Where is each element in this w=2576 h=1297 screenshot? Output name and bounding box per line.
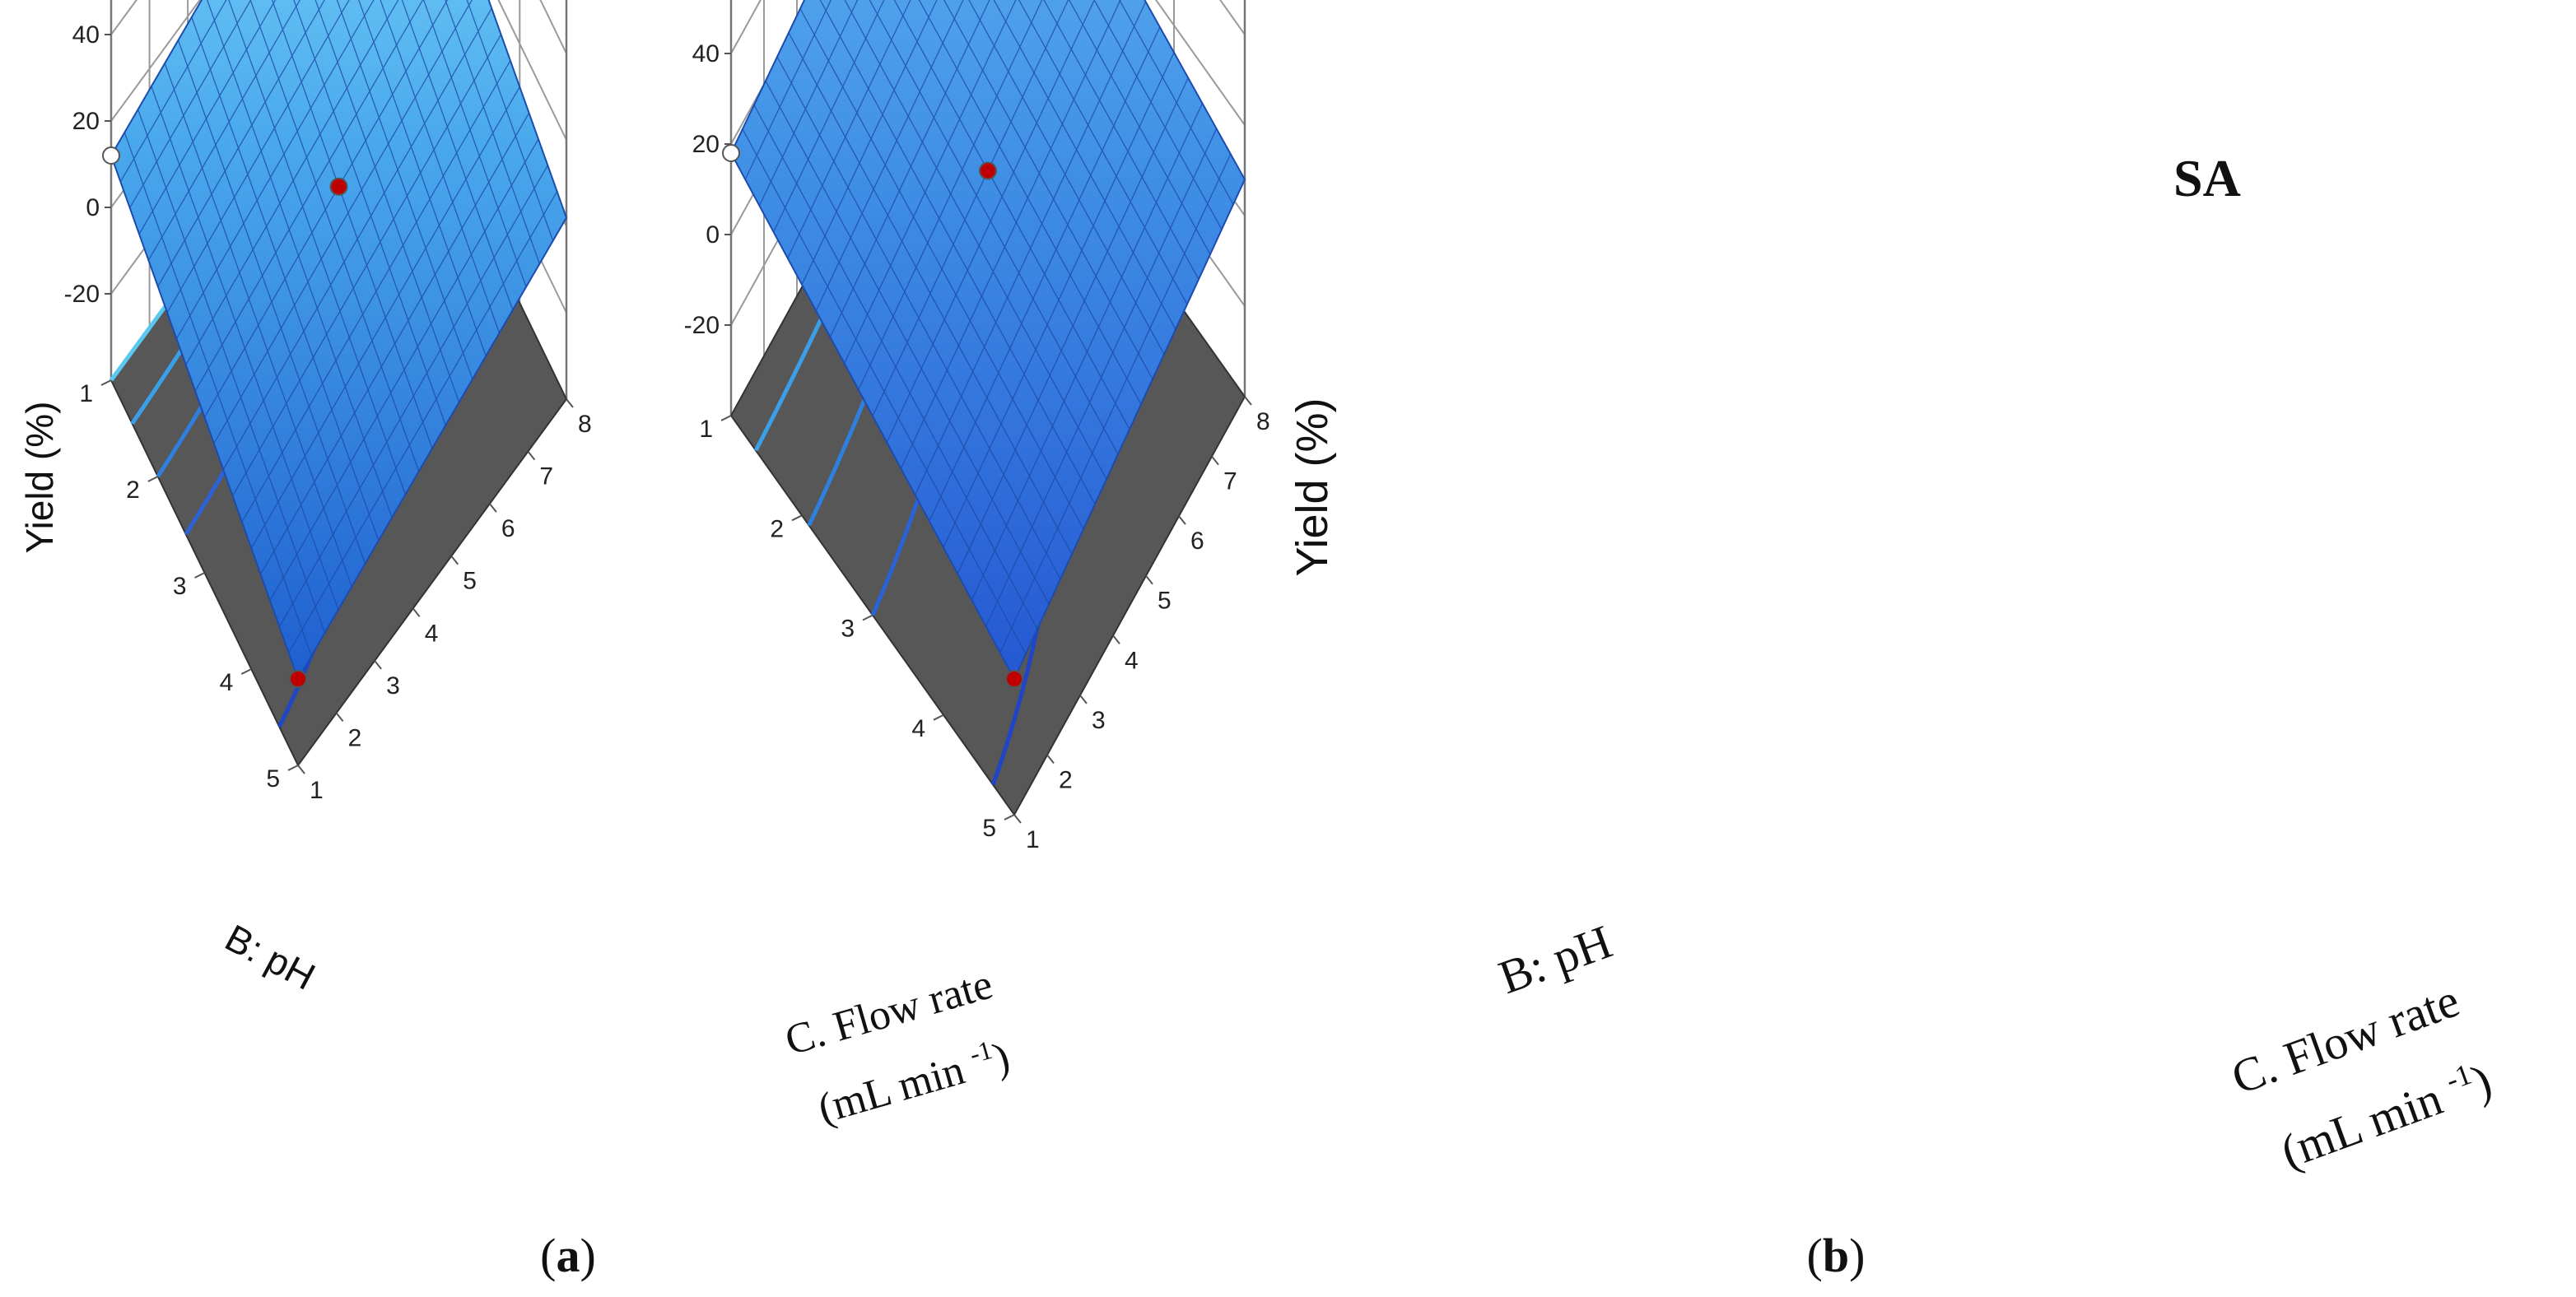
panel-a-surface: [109, 0, 568, 681]
panel-b-ticks: -200204060801001201234512345678: [684, 40, 1270, 853]
panel-b-surface: [729, 0, 1246, 681]
panel-a-z-tick: -20: [64, 281, 100, 308]
panel-a-flow-tick: 2: [348, 724, 362, 751]
panel-a-xlabel: B: pH: [218, 916, 322, 998]
panel-a-ph-tick: 4: [220, 669, 234, 696]
panel-b-flow-tick-mark: [1145, 575, 1153, 585]
panel-b-flow-tick: 7: [1223, 468, 1237, 495]
panel-a-design-point: [102, 146, 120, 165]
panel-b-flow-tick: 4: [1125, 647, 1139, 674]
panel-a-z-tick: 20: [72, 108, 100, 135]
panel-a-ph-tick: 1: [79, 380, 93, 407]
panel-b-design-point: [722, 144, 740, 162]
panel-b-flow-tick-mark: [1244, 396, 1252, 406]
panel-a-flow-tick: 4: [425, 620, 439, 647]
panel-b-ph-tick: 1: [699, 416, 713, 443]
panel-b-ph-tick-mark: [791, 514, 803, 522]
panel-a-flow-tick-mark: [297, 765, 305, 774]
panel-a-points: [102, 146, 348, 688]
panel-b-title: SA: [2173, 149, 2241, 207]
panel-a-flow-tick-mark: [374, 660, 382, 670]
panel-a-flow-tick: 7: [539, 463, 553, 490]
panel-a-flow-tick: 3: [386, 672, 400, 700]
panel-a-surface-mesh: [110, 0, 567, 680]
panel-a-flow-tick-mark: [412, 607, 421, 617]
panel-a-design-point: [329, 177, 348, 196]
panel-a-flow-tick-mark: [527, 450, 536, 461]
panel-a-flow-tick-mark: [335, 712, 344, 723]
panel-a-flow-tick: 5: [463, 568, 477, 595]
panel-b-flow-tick-mark: [1178, 515, 1186, 525]
panel-a-caption: (a): [540, 1229, 596, 1282]
panel-b-ph-tick: 5: [982, 815, 996, 842]
panel-a-flow-tick-mark: [489, 503, 497, 513]
panel-b-z-tick: 40: [692, 40, 720, 67]
panel-b-z-tick: 0: [706, 221, 720, 249]
panel-b-zlabel: Yield (%): [1288, 397, 1337, 576]
panel-b-flow-tick: 6: [1190, 528, 1204, 555]
panel-a-ph-tick-mark: [287, 765, 299, 771]
panel-b-flow-tick-mark: [1046, 754, 1055, 765]
panel-b-ph-tick: 3: [841, 616, 855, 643]
panel-b-flow-tick-mark: [1211, 455, 1219, 466]
panel-a-flow-tick: 1: [310, 777, 324, 804]
panel-b-points: [722, 144, 1023, 688]
panel-b-xlabel: B: pH: [1492, 914, 1619, 1004]
panel-b-ph-tick-mark: [1004, 814, 1015, 821]
panel-b-design-point: [979, 161, 997, 180]
panel-b-flow-tick: 3: [1092, 707, 1106, 734]
panel-b-flow-tick: 1: [1026, 826, 1040, 853]
panel-b-caption: (b): [1807, 1229, 1866, 1282]
panel-b-design-point: [1005, 670, 1023, 688]
panel-a-ph-tick-mark: [240, 668, 252, 675]
panel-a-ph-tick-mark: [194, 572, 205, 579]
panel-b-flow-tick: 8: [1256, 408, 1270, 435]
panel-a-zlabel: Yield (%): [18, 402, 61, 554]
panel-a-ph-tick: 5: [266, 765, 280, 793]
panel-a-flow-tick-mark: [450, 556, 459, 565]
panel-a-ph-tick-mark: [100, 379, 112, 386]
panel-b-flow-tick-mark: [1079, 695, 1088, 704]
panel-a-flow-tick: 8: [578, 411, 592, 438]
panel-a-ph-tick: 2: [126, 476, 140, 504]
panel-b: -200204060801001201234512345678 SA Yield…: [684, 0, 2499, 1282]
panel-b-surface-mesh: [730, 0, 1246, 680]
panel-b-z-tick: -20: [684, 312, 720, 339]
panel-a-ph-tick-mark: [147, 476, 159, 482]
panel-a-design-point: [289, 670, 307, 688]
panel-b-flow-tick: 5: [1158, 588, 1172, 615]
panel-b-ph-tick: 2: [770, 515, 784, 542]
panel-b-flow-tick: 2: [1059, 766, 1073, 793]
panel-a-flow-tick-mark: [566, 398, 574, 408]
panel-b-z-tick: 20: [692, 131, 720, 158]
panel-b-ph-tick-mark: [862, 614, 873, 621]
panel-a-z-tick: 0: [86, 194, 100, 221]
panel-b-ph-tick-mark: [933, 714, 944, 721]
panel-b-ph-tick-mark: [720, 415, 732, 421]
panel-a-ticks: -200204060801001201234512345678: [64, 21, 592, 804]
panel-a-ph-tick: 3: [173, 573, 187, 600]
panel-a-z-tick: 40: [72, 21, 100, 49]
panel-b-flow-tick-mark: [1112, 635, 1120, 644]
panel-b-flow-tick-mark: [1013, 814, 1022, 824]
panel-a-flow-tick: 6: [501, 515, 515, 542]
panel-b-ph-tick: 4: [911, 715, 925, 742]
